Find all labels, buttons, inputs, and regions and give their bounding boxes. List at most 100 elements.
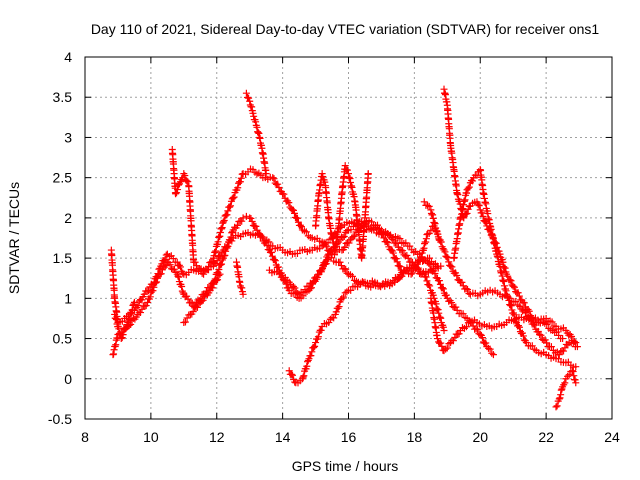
x-tick-label: 22: [538, 429, 554, 445]
data-point: [536, 331, 544, 339]
x-tick-label: 20: [472, 429, 488, 445]
data-point: [200, 270, 208, 278]
data-point: [342, 265, 350, 273]
data-point: [179, 269, 187, 277]
data-point: [122, 325, 130, 333]
series-track-7: [265, 221, 580, 347]
data-point: [478, 334, 486, 342]
data-point: [426, 261, 434, 269]
data-point: [425, 229, 433, 237]
data-point: [291, 284, 299, 292]
data-point: [289, 371, 297, 379]
data-point: [137, 309, 145, 317]
data-point: [506, 276, 514, 284]
data-point: [219, 218, 227, 226]
data-point: [298, 375, 306, 383]
data-point: [445, 258, 453, 266]
data-point: [481, 217, 489, 225]
data-point: [570, 372, 578, 380]
data-point: [199, 296, 207, 304]
data-point: [300, 372, 308, 380]
data-point: [341, 243, 349, 251]
data-point: [501, 264, 509, 272]
data-point: [382, 238, 390, 246]
data-point: [473, 326, 481, 334]
data-point: [442, 345, 450, 353]
data-point: [224, 242, 232, 250]
data-point: [253, 123, 261, 131]
series-track-15: [111, 298, 138, 343]
data-point: [449, 337, 457, 345]
data-point: [443, 253, 451, 261]
data-point: [247, 214, 255, 222]
y-tick-label: 3.5: [53, 89, 73, 105]
data-point: [227, 202, 235, 210]
data-point: [220, 216, 228, 224]
x-tick-label: 18: [407, 429, 423, 445]
data-point: [299, 373, 307, 381]
data-point: [227, 233, 235, 241]
data-point: [437, 339, 445, 347]
data-point: [262, 170, 270, 178]
data-point: [250, 112, 258, 120]
data-point: [318, 170, 326, 178]
data-point: [208, 258, 216, 266]
data-point: [209, 284, 217, 292]
data-point: [118, 334, 126, 342]
data-point: [128, 306, 136, 314]
data-point: [462, 285, 470, 293]
data-point: [452, 303, 460, 311]
data-point: [237, 174, 245, 182]
data-point: [146, 293, 154, 301]
data-point: [527, 316, 535, 324]
data-point: [324, 251, 332, 259]
data-point: [183, 314, 191, 322]
data-point: [438, 284, 446, 292]
data-point: [453, 272, 461, 280]
data-point: [274, 180, 282, 188]
data-point: [426, 254, 434, 262]
data-point: [414, 264, 422, 272]
data-point: [221, 251, 229, 259]
plot-frame: [84, 56, 613, 420]
data-point: [263, 241, 271, 249]
data-point: [149, 287, 157, 295]
data-point: [464, 184, 472, 192]
data-point: [389, 249, 397, 257]
data-point: [179, 289, 187, 297]
data-point: [248, 103, 256, 111]
data-point: [406, 242, 414, 250]
data-point: [238, 217, 246, 225]
data-point: [555, 351, 563, 359]
data-point: [553, 402, 561, 410]
data-point: [547, 343, 555, 351]
data-point: [124, 318, 132, 326]
data-point: [521, 308, 529, 316]
data-point: [564, 372, 572, 380]
x-tick-label: 10: [143, 429, 159, 445]
data-point: [343, 227, 351, 235]
data-point: [226, 203, 234, 211]
data-point: [242, 89, 250, 97]
data-point: [343, 166, 351, 174]
data-point: [274, 263, 282, 271]
data-point: [423, 277, 431, 285]
y-tick-label: 2: [64, 210, 72, 226]
data-point: [258, 233, 266, 241]
data-point: [534, 327, 542, 335]
chart-title: Day 110 of 2021, Sidereal Day-to-day VTE…: [91, 21, 600, 37]
data-point: [270, 175, 278, 183]
data-point: [322, 257, 330, 265]
data-point: [508, 306, 516, 314]
data-point: [426, 282, 434, 290]
data-point: [488, 349, 496, 357]
data-point: [169, 255, 177, 263]
data-point: [462, 323, 470, 331]
data-point: [520, 299, 528, 307]
data-point: [252, 118, 260, 126]
data-point: [230, 193, 238, 201]
data-point: [569, 368, 577, 376]
data-point: [289, 206, 297, 214]
data-point: [322, 242, 330, 250]
data-point: [138, 296, 146, 304]
